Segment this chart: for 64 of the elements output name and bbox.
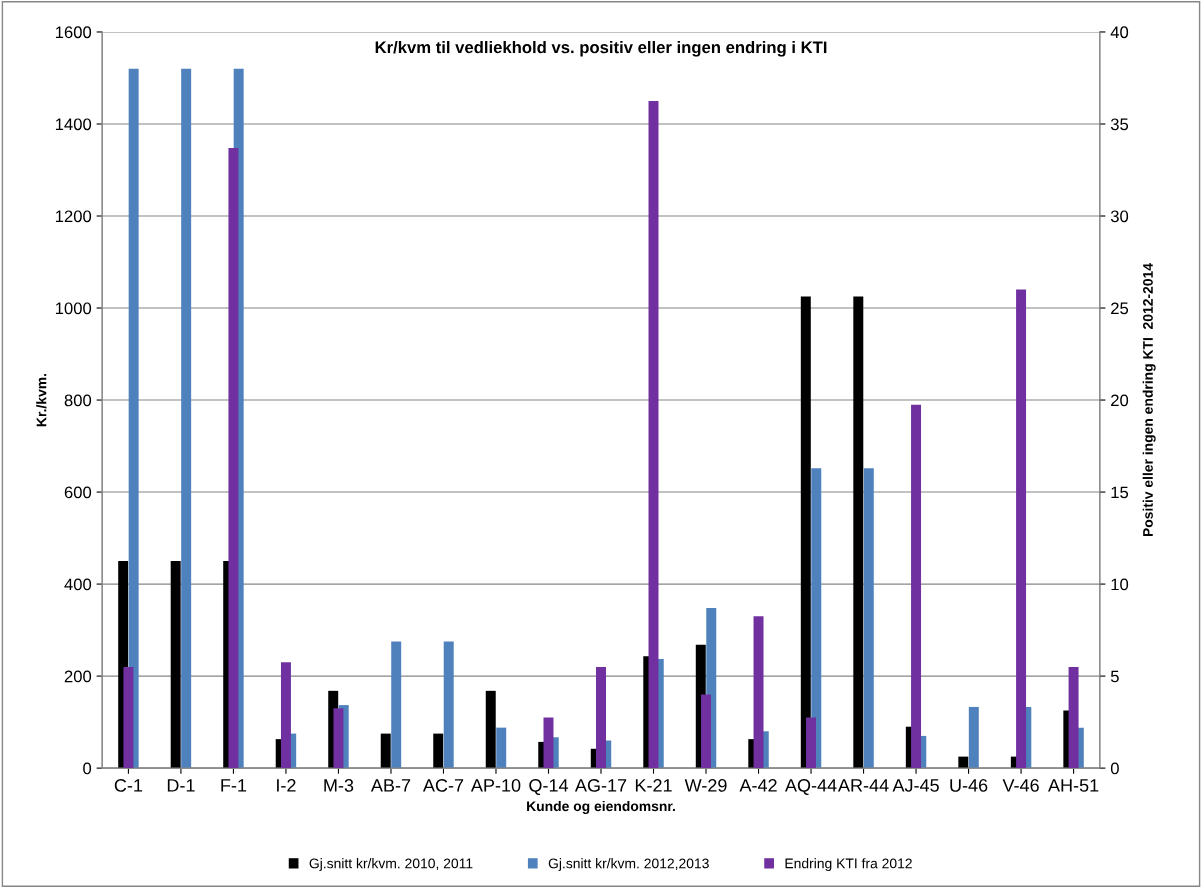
y-tick-label: 1400 — [55, 118, 92, 131]
y2-tick-label: 35 — [1110, 118, 1129, 131]
x-axis-title: Kunde og eiendomsnr. — [527, 800, 675, 814]
y-tick-label: 400 — [64, 578, 92, 591]
bar — [391, 641, 402, 769]
y2-tick-label: 25 — [1111, 302, 1129, 315]
y2-tick-label: 10 — [1111, 578, 1129, 591]
y2-axis-title: Positiv eller ingen endring KTI 2012-2014 — [1142, 263, 1156, 537]
y-tick-label: 0 — [83, 762, 92, 775]
bar — [968, 706, 979, 769]
x-tick-label: D-1 — [167, 779, 195, 792]
x-tick-label: AP-10 — [470, 779, 521, 792]
bar — [853, 296, 864, 769]
bar — [863, 468, 874, 769]
bar — [800, 296, 811, 769]
legend-label: Gj.snitt kr/kvm. 2010, 2011 — [309, 858, 473, 872]
y2-tick-label: 5 — [1110, 670, 1119, 683]
x-tick-label: F-1 — [221, 779, 247, 792]
bar — [433, 733, 444, 769]
y2-tick-label: 0 — [1110, 762, 1119, 775]
bar — [380, 733, 391, 769]
bar — [811, 468, 822, 769]
x-tick-label: AQ-44 — [784, 779, 837, 796]
y-axis-title: Kr./kvm. — [36, 373, 47, 427]
x-tick-label: V-46 — [1002, 779, 1039, 792]
bar — [911, 404, 922, 769]
x-tick-label: K-21 — [635, 779, 672, 792]
bar — [596, 666, 606, 769]
bar — [496, 727, 507, 769]
legend-label: Endring KTI fra 2012 — [785, 858, 912, 872]
y-tick-label: 1000 — [55, 302, 92, 315]
x-tick-label: AR-44 — [837, 779, 889, 792]
bar — [806, 717, 817, 769]
bar — [1016, 289, 1027, 769]
bar — [485, 690, 496, 769]
x-tick-label: AJ-45 — [892, 779, 939, 792]
x-tick-label: I-2 — [277, 779, 296, 792]
x-tick-label: W-29 — [684, 779, 727, 792]
y-tick-label: 800 — [64, 394, 92, 407]
bar — [753, 616, 764, 769]
y2-tick-label: 20 — [1111, 394, 1129, 407]
y2-tick-label: 40 — [1110, 26, 1129, 39]
y-tick-label: 1200 — [55, 210, 92, 223]
text: Kr/kvm til vedliekhold vs. positiv eller ingen endring i KTI — [375, 41, 827, 57]
x-tick-label: A-42 — [739, 779, 777, 792]
y-tick-label: 1600 — [55, 26, 92, 39]
x-tick-label: C-1 — [114, 779, 143, 792]
x-tick-label: AH-51 — [1048, 779, 1099, 792]
y2-tick-label: 30 — [1110, 210, 1129, 223]
x-tick-label: AB-7 — [370, 779, 411, 792]
bar — [280, 662, 291, 769]
x-tick-label: U-46 — [950, 779, 988, 792]
bar — [181, 68, 192, 769]
bar — [170, 561, 181, 769]
x-tick-label: AG-17 — [574, 779, 627, 792]
x-tick-label: M-3 — [324, 779, 354, 792]
y2-tick-label: 15 — [1111, 486, 1129, 499]
x-tick-label: AC-7 — [422, 779, 464, 792]
bar — [648, 100, 659, 769]
legend-label: Gj.snitt kr/kvm. 2012,2013 — [548, 858, 709, 872]
y-tick-label: 600 — [64, 486, 92, 499]
x-tick-label: Q-14 — [529, 779, 569, 796]
y-tick-label: 200 — [64, 670, 92, 683]
bar — [443, 641, 454, 769]
